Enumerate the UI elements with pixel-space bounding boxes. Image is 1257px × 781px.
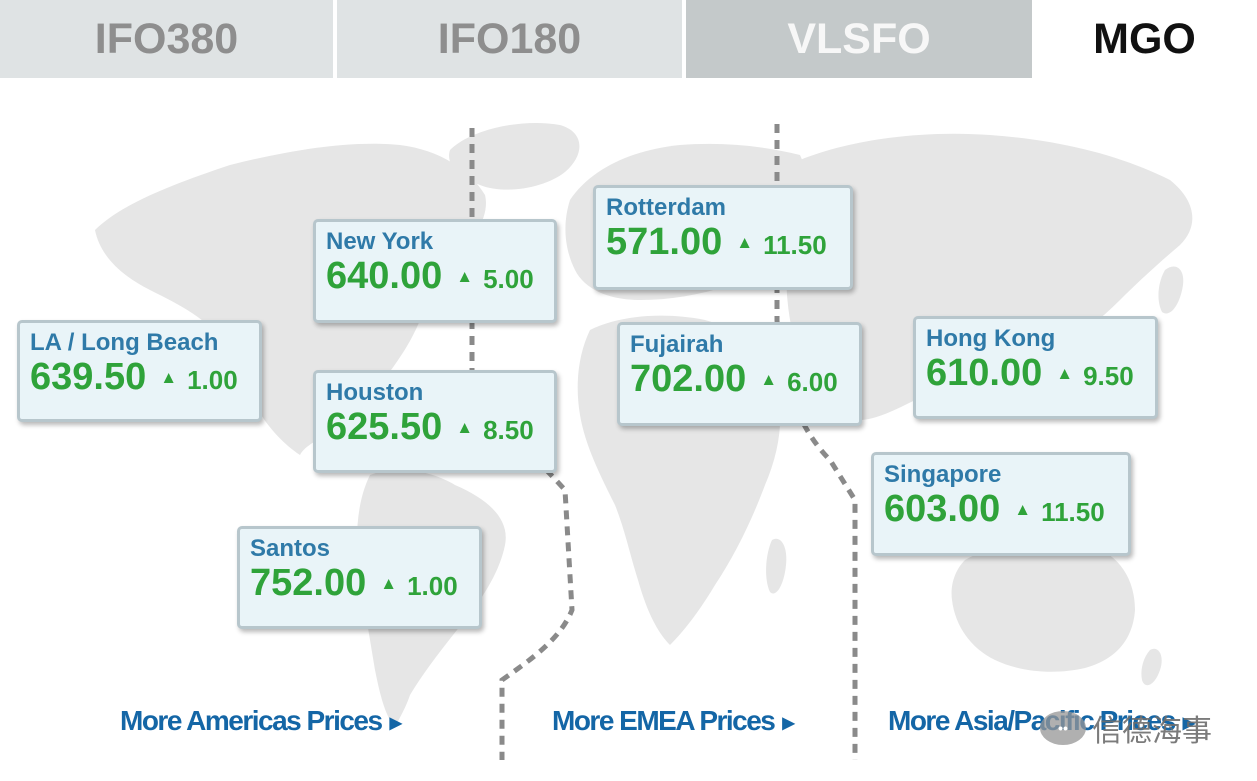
price-card-houston[interactable]: Houston 625.50 ▲ 8.50 bbox=[313, 370, 557, 473]
port-name: Singapore bbox=[884, 461, 1002, 488]
world-map bbox=[95, 122, 1193, 760]
price-card-fujairah[interactable]: Fujairah 702.00 ▲ 6.00 bbox=[617, 322, 862, 426]
port-name: Hong Kong bbox=[926, 325, 1056, 352]
more-emea-prices-link[interactable]: More EMEA Prices ▶ bbox=[552, 705, 795, 737]
price-card-rotterdam[interactable]: Rotterdam 571.00 ▲ 11.50 bbox=[593, 185, 853, 290]
caret-right-icon: ▶ bbox=[782, 715, 795, 732]
link-label: More Asia/Pacific Prices bbox=[888, 705, 1176, 736]
triangle-up-icon: ▲ bbox=[736, 233, 754, 252]
price-card-hong-kong[interactable]: Hong Kong 610.00 ▲ 9.50 bbox=[913, 316, 1158, 419]
port-price: 625.50 bbox=[326, 406, 443, 448]
price-card-santos[interactable]: Santos 752.00 ▲ 1.00 bbox=[237, 526, 482, 629]
port-price: 640.00 bbox=[326, 255, 443, 297]
caret-right-icon: ▶ bbox=[389, 715, 402, 732]
port-price: 603.00 bbox=[884, 488, 1001, 530]
more-americas-prices-link[interactable]: More Americas Prices ▶ bbox=[120, 705, 402, 737]
watermark-text: 信德海事 bbox=[1092, 714, 1212, 749]
port-name: LA / Long Beach bbox=[30, 329, 219, 356]
price-change: 11.50 bbox=[763, 230, 827, 260]
triangle-up-icon: ▲ bbox=[456, 418, 474, 437]
price-card-new-york[interactable]: New York 640.00 ▲ 5.00 bbox=[313, 219, 557, 323]
watermark: •• 信德海事 bbox=[1040, 706, 1212, 750]
more-asia-pacific-prices-link[interactable]: More Asia/Pacific Prices ▶ bbox=[888, 705, 1195, 737]
price-card-la-long-beach[interactable]: LA / Long Beach 639.50 ▲ 1.00 bbox=[17, 320, 262, 422]
tab-ifo380[interactable]: IFO380 bbox=[0, 0, 335, 78]
wechat-logo-icon: •• bbox=[1040, 711, 1086, 745]
port-price: 752.00 bbox=[250, 562, 367, 604]
port-name: Santos bbox=[250, 535, 331, 562]
port-name: New York bbox=[326, 228, 434, 255]
port-price: 610.00 bbox=[926, 352, 1043, 394]
port-name: Houston bbox=[326, 379, 424, 406]
price-change: 1.00 bbox=[187, 365, 238, 395]
tab-ifo180[interactable]: IFO180 bbox=[337, 0, 684, 78]
port-price: 571.00 bbox=[606, 221, 723, 263]
triangle-up-icon: ▲ bbox=[160, 368, 178, 387]
triangle-up-icon: ▲ bbox=[380, 574, 398, 593]
price-change: 5.00 bbox=[483, 264, 534, 294]
price-card-singapore[interactable]: Singapore 603.00 ▲ 11.50 bbox=[871, 452, 1131, 556]
link-label: More Americas Prices bbox=[120, 705, 383, 736]
triangle-up-icon: ▲ bbox=[456, 267, 474, 286]
price-change: 8.50 bbox=[483, 415, 534, 445]
port-name: Rotterdam bbox=[606, 194, 727, 221]
port-price: 639.50 bbox=[30, 356, 147, 398]
price-change: 6.00 bbox=[787, 367, 838, 397]
port-name: Fujairah bbox=[630, 331, 724, 358]
price-change: 11.50 bbox=[1041, 497, 1105, 527]
triangle-up-icon: ▲ bbox=[760, 370, 778, 389]
triangle-up-icon: ▲ bbox=[1014, 500, 1032, 519]
triangle-up-icon: ▲ bbox=[1056, 364, 1074, 383]
tab-vlsfo[interactable]: VLSFO bbox=[686, 0, 1032, 78]
caret-right-icon: ▶ bbox=[1182, 715, 1195, 732]
fuel-type-tabs: IFO380 IFO180 VLSFO MGO bbox=[0, 0, 1257, 78]
price-change: 9.50 bbox=[1083, 361, 1134, 391]
tab-mgo[interactable]: MGO bbox=[1032, 0, 1257, 78]
link-label: More EMEA Prices bbox=[552, 705, 776, 736]
port-price: 702.00 bbox=[630, 358, 747, 400]
price-change: 1.00 bbox=[407, 571, 458, 601]
